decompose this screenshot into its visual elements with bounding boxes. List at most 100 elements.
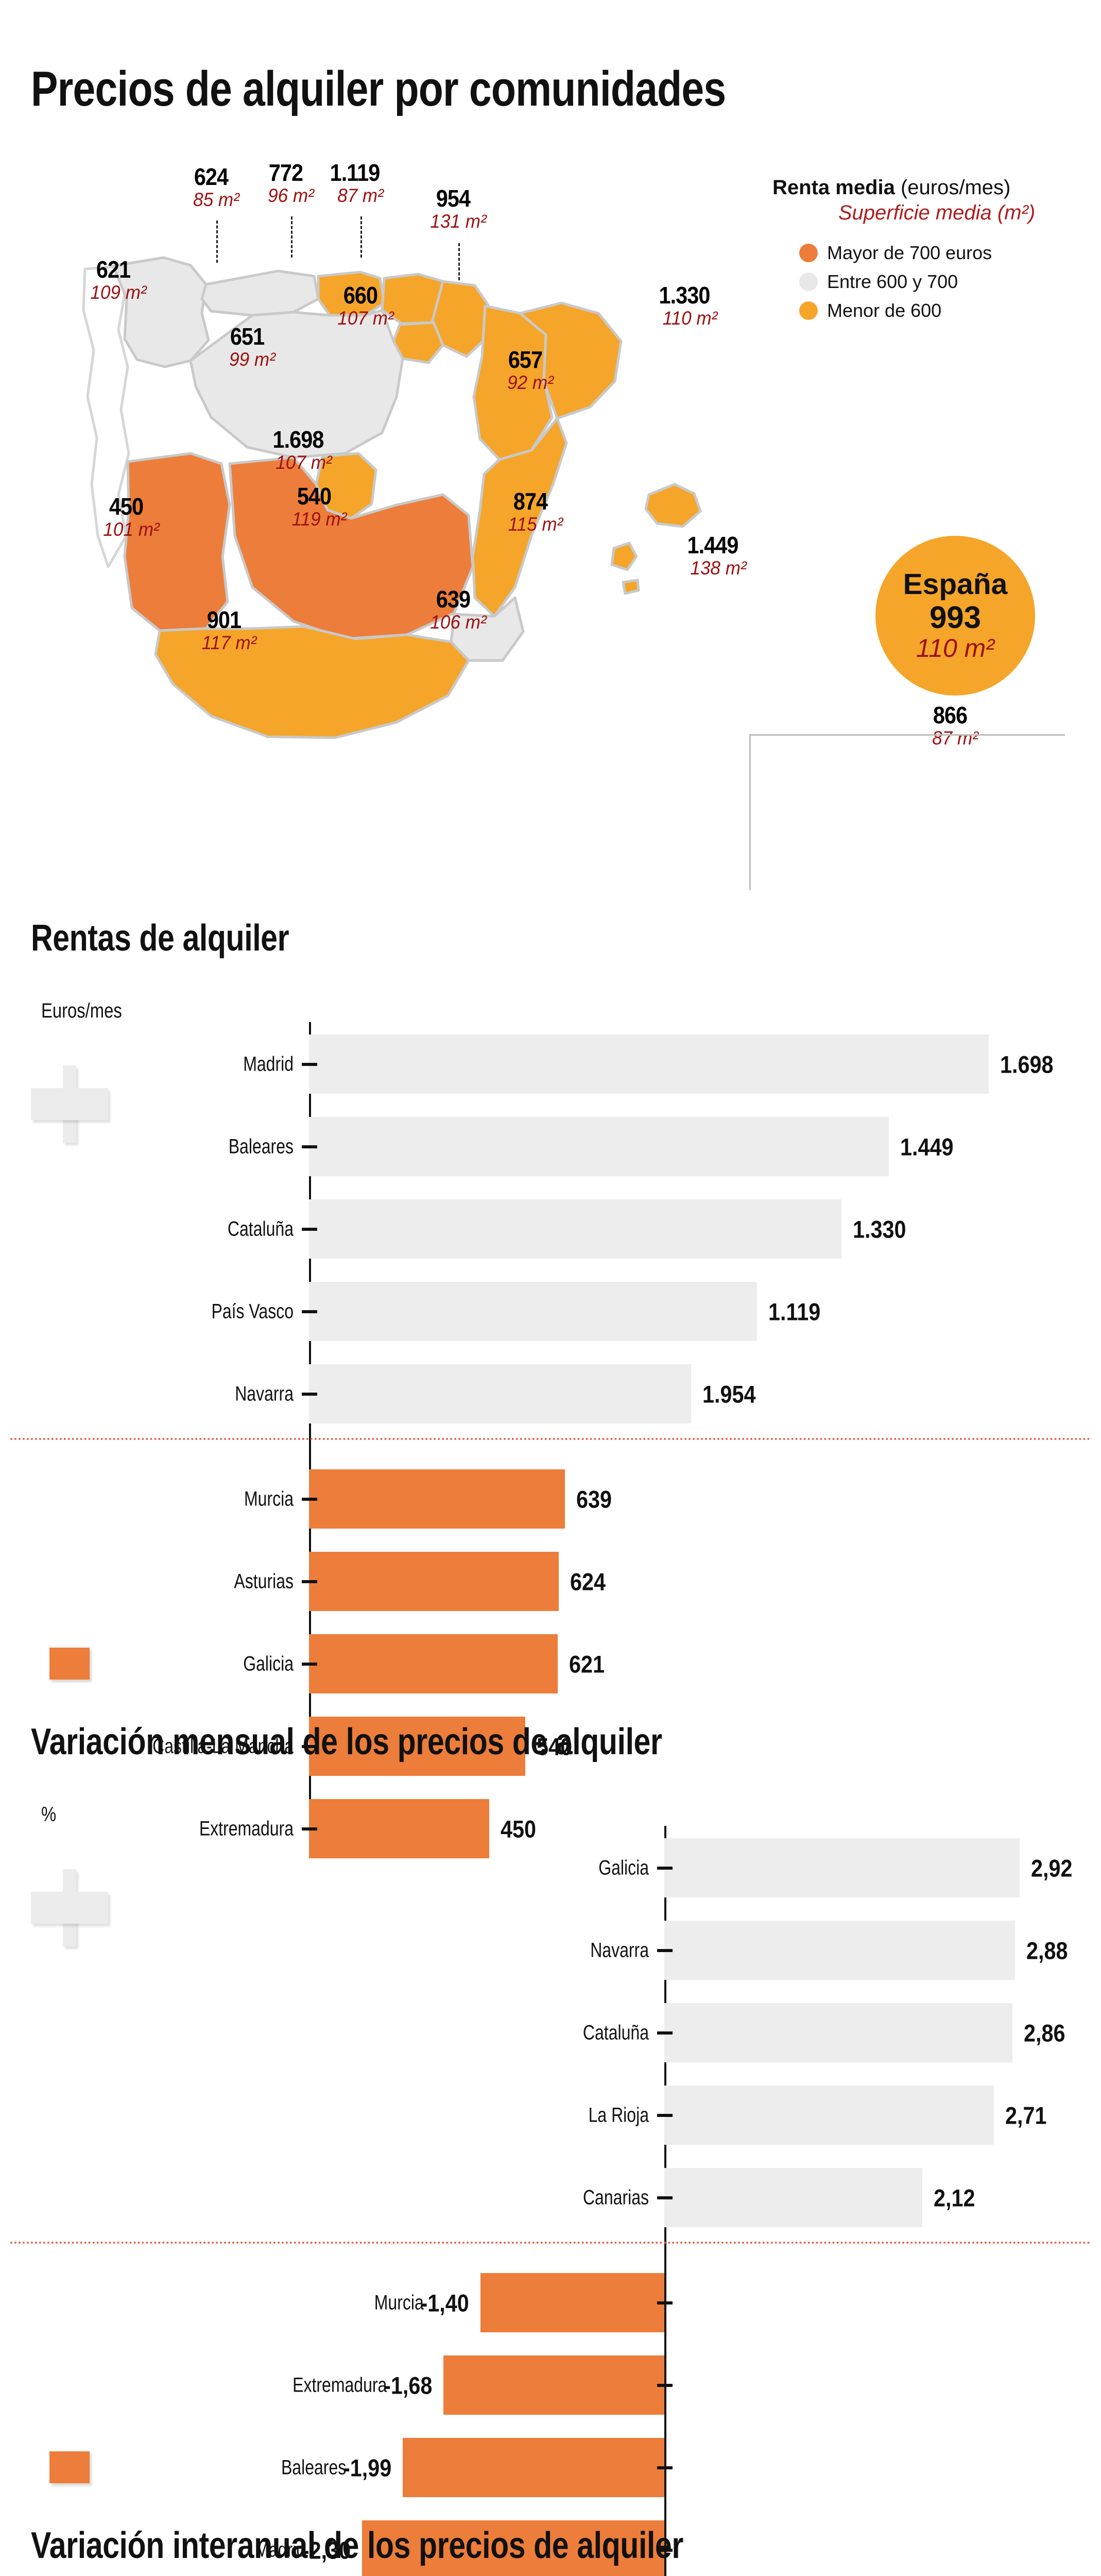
chart-value-label: 2,12 [933,2184,975,2211]
chart-category-label: Navarra [590,1939,649,1961]
chart-bar [664,1921,1015,1980]
chart-value-label: 621 [569,1650,605,1677]
map-label-area: 110 m² [662,308,718,329]
chart-category-label: Baleares [281,2456,347,2479]
chart-bar [309,1799,489,1858]
chart-title-interanual: Variación interanual de los precios de a… [31,2525,683,2566]
chart-value-label: 2,86 [1023,2019,1065,2046]
map-label-value: 954 [436,185,471,212]
axis-tick [657,2466,673,2469]
chart-value-label: 624 [570,1568,606,1595]
chart-category-label: Galicia [598,1856,649,1879]
minus-icon [49,1648,90,1680]
chart-row: Extremadura -1,68 [0,2355,1101,2415]
map-region-castilla-leon [189,309,404,459]
leader-line-asturias [216,221,218,263]
chart-category-label: Canarias [582,2186,649,2209]
chart-row: Castilla-La Mancha 540 [0,1717,1101,1776]
minus-icon [49,2451,90,2483]
map-label-baleares: 1.449 138 m² [662,533,775,578]
chart-row: Navarra 1.954 [0,1364,1101,1423]
legend-title: Renta media (euros/mes) [772,176,1087,199]
map-label-area: 106 m² [430,612,487,633]
chart-value-label: -1,40 [420,2289,469,2316]
chart-value-label: 450 [500,1815,536,1842]
chart-bar [309,1035,989,1094]
espana-label: España [903,568,1008,601]
chart-category-label: Baleares [228,1135,294,1158]
chart-category-label: Extremadura [199,1817,294,1840]
map-label-area: 109 m² [90,282,147,303]
chart-bar [664,2086,994,2145]
map-region-baleares-formentera [622,579,640,595]
map-label-galicia: 621 109 m² [67,258,170,302]
map-label-aragon: 657 92 m² [479,348,582,392]
map-label-area: 119 m² [291,509,347,530]
map-label-navarra: 954 131 m² [407,187,510,231]
map-region-baleares [644,483,702,528]
legend-item-mayor-700: Mayor de 700 euros [799,242,1087,264]
chart-category-label: Murcia [244,1487,294,1510]
plus-icon [31,1869,108,1946]
legend-list: Mayor de 700 euros Entre 600 y 700 Menor… [799,242,1087,321]
chart-category-label: Murcia [374,2291,424,2314]
map-label-asturias: 624 85 m² [165,165,268,209]
map-label-com-valenciana: 874 115 m² [484,489,587,534]
map-label-la-rioja: 660 107 m² [314,283,417,328]
espana-area: 110 m² [916,634,994,663]
axis-tick [302,1145,317,1148]
legend-dot-amber [799,301,818,320]
map-label-value: 866 [933,702,968,728]
chart-bar [664,2168,922,2227]
chart-row: Cataluña 2,86 [0,2003,1101,2062]
map-label-value: 660 [343,282,378,309]
chart-bar [664,1838,1020,1897]
map-region-galicia [112,256,210,368]
chart-value-label: -1,68 [384,2371,433,2399]
map-label-value: 624 [194,163,229,190]
chart-row: Baleares 1.449 [0,1117,1101,1176]
chart-value-label: 1.449 [900,1133,954,1160]
spain-choropleth-map [82,256,702,739]
chart-bar [309,1364,691,1423]
map-label-value: 874 [513,488,548,515]
leader-line-cantabria [291,216,293,258]
chart-value-label: 2,71 [1005,2102,1047,2129]
chart-category-label: Navarra [235,1382,294,1405]
map-legend: Renta media (euros/mes) Superficie media… [772,176,1087,329]
axis-tick [302,1392,317,1396]
legend-title-unit: (euros/mes) [894,176,1011,199]
axis-tick [302,1062,317,1066]
chart-value-label: 1.698 [1000,1050,1054,1078]
axis-tick [302,1744,317,1748]
chart-row: Murcia 639 [0,1469,1101,1529]
chart-category-label: Cataluña [582,2021,649,2044]
chart-value-label: 639 [576,1485,612,1513]
chart-category-label: Cataluña [227,1217,294,1240]
chart-bar [403,2438,664,2497]
axis-tick [302,1497,317,1501]
map-label-madrid: 1.698 107 m² [247,428,360,472]
map-label-area: 87 m² [932,727,978,749]
chart-bar [309,1634,558,1693]
map-label-pais-vasco: 1.119 87 m² [304,161,417,205]
chart-category-label: País Vasco [211,1300,294,1323]
chart-bar [480,2273,664,2332]
map-label-value: 651 [230,323,265,350]
map-label-area: 87 m² [337,185,384,206]
axis-tick [657,2113,673,2117]
group-divider [10,2242,1091,2244]
axis-tick [657,2301,673,2304]
legend-item-entre-600-700: Entre 600 y 700 [799,271,1087,293]
chart-row: Cataluña 1.330 [0,1199,1101,1259]
chart-bar [443,2355,664,2415]
chart-row: Extremadura 450 [0,1799,1101,1858]
chart-bar [309,1552,559,1611]
chart-row: Galicia 621 [0,1634,1101,1693]
map-label-area: 85 m² [193,189,239,210]
axis-tick [657,2383,673,2387]
map-label-value: 1.449 [687,532,738,558]
legend-item-menor-600: Menor de 600 [799,300,1087,321]
chart-value-label: 1.330 [852,1215,906,1243]
map-label-cantabria: 772 96 m² [239,161,342,205]
